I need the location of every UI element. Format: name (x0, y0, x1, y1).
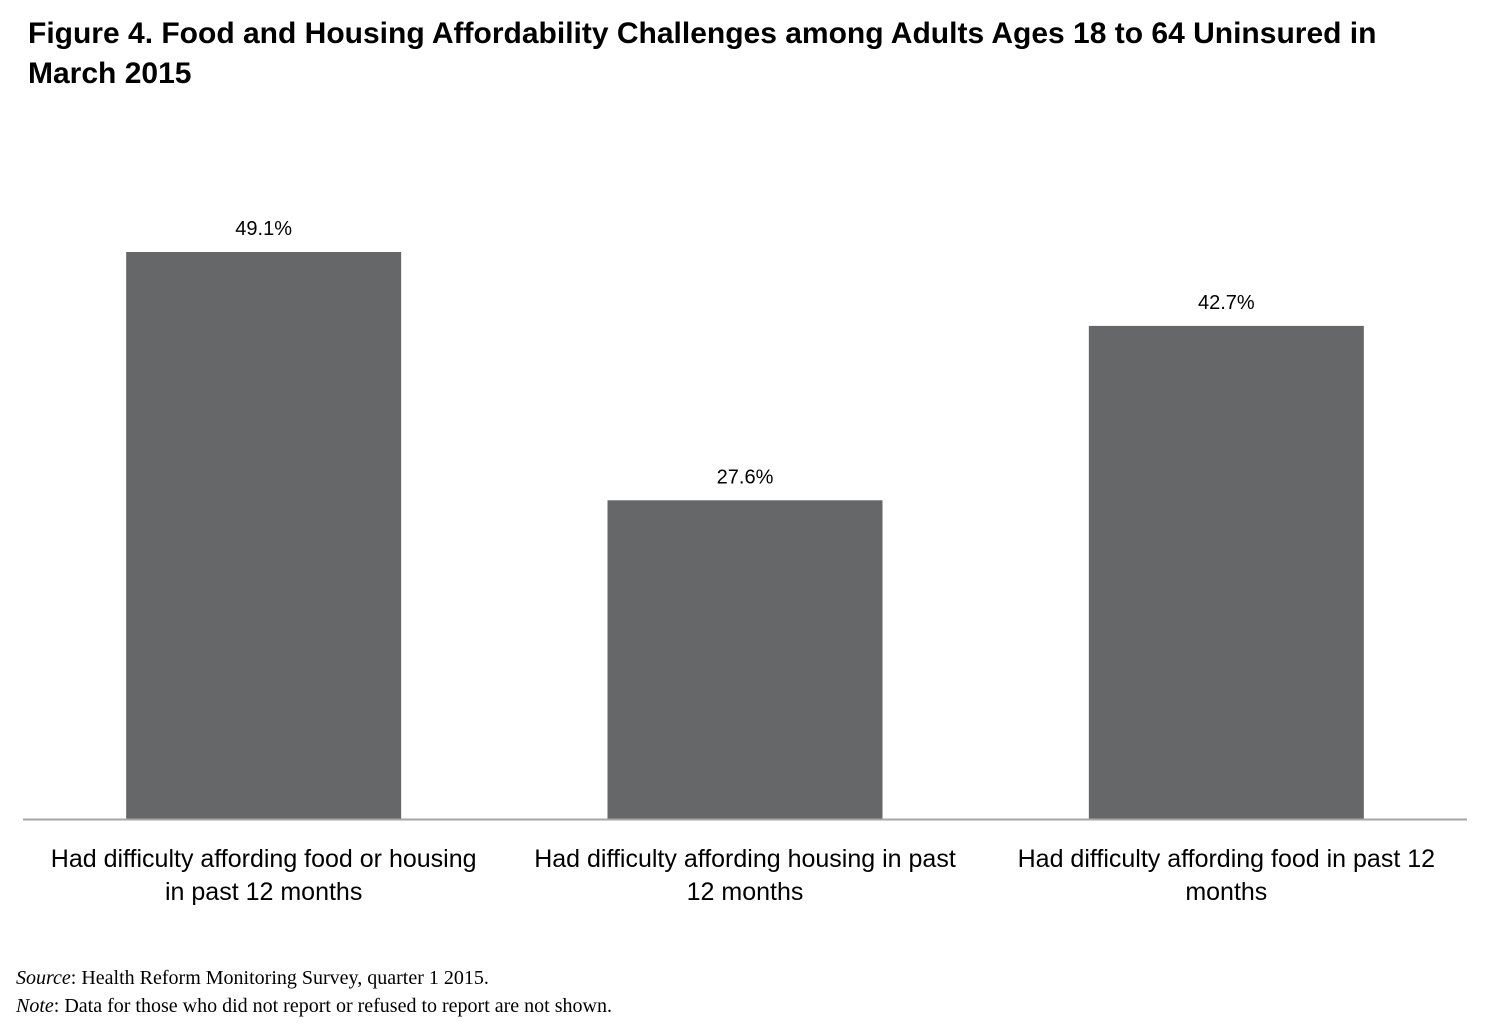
source-text: : Health Reform Monitoring Survey, quart… (70, 967, 489, 989)
category-label-2-line-2: 12 months (687, 878, 804, 906)
category-label-3: Had difficulty affording food in past 12… (1018, 845, 1435, 906)
category-label-1: Had difficulty affording food or housing… (51, 845, 477, 906)
data-label-3: 42.7% (1198, 292, 1255, 314)
bar-3 (1088, 325, 1364, 819)
category-label-3-line-2: months (1185, 878, 1267, 906)
data-label-2: 27.6% (717, 466, 774, 488)
bars-layer (126, 252, 1364, 819)
category-labels-layer: Had difficulty affording food or housing… (51, 845, 1435, 906)
category-label-1-line-1: Had difficulty affording food or housing (51, 845, 477, 873)
data-labels-layer: 49.1% 27.6% 42.7% (235, 218, 1255, 488)
source-label: Source (16, 967, 71, 989)
category-label-3-line-1: Had difficulty affording food in past 12 (1018, 845, 1435, 873)
footnotes: Source: Health Reform Monitoring Survey,… (16, 964, 612, 1020)
data-label-1: 49.1% (235, 218, 292, 240)
source-note: Source: Health Reform Monitoring Survey,… (16, 964, 612, 992)
note-label: Note (16, 995, 54, 1017)
category-label-1-line-2: in past 12 months (165, 878, 362, 906)
category-label-2: Had difficulty affording housing in past… (534, 845, 956, 906)
data-note: Note: Data for those who did not report … (16, 992, 612, 1020)
chart-title: Figure 4. Food and Housing Affordability… (28, 17, 1377, 90)
bar-1 (126, 252, 402, 819)
note-text: : Data for those who did not report or r… (53, 995, 612, 1017)
category-label-2-line-1: Had difficulty affording housing in past (534, 845, 956, 873)
bar-2 (607, 500, 883, 819)
